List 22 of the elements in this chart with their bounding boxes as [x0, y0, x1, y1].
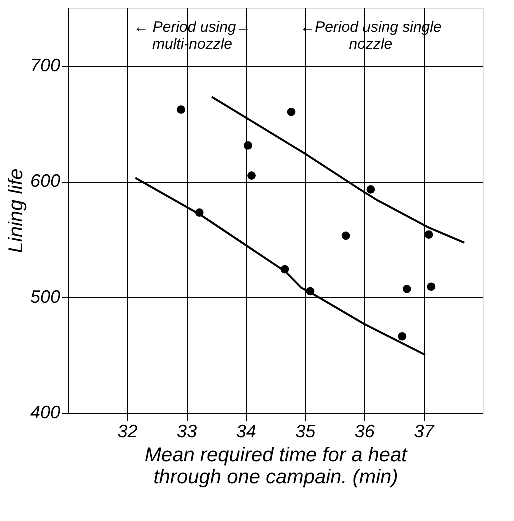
point [177, 106, 186, 114]
y-axis-title: Lining life [5, 168, 28, 254]
x-tick-label: 32 [118, 422, 138, 442]
x-axis-title: Mean required time for a heat through one campain. (min) [144, 444, 409, 488]
y-tick-label: 500 [30, 286, 60, 307]
x-tick-label: 34 [236, 422, 256, 442]
point [287, 108, 296, 116]
point [424, 230, 434, 239]
y-tick-label: 600 [30, 171, 60, 192]
point [248, 172, 256, 180]
x-tick-label: 35 [296, 422, 317, 442]
y-tick-label: 700 [30, 55, 60, 76]
x-tick-label: 36 [354, 422, 376, 442]
x-tick-label: 33 [177, 422, 198, 442]
y-tick-label: 400 [30, 402, 60, 422]
x-tick-label: 37 [414, 422, 436, 442]
point [398, 332, 407, 341]
point [402, 285, 412, 294]
point [244, 142, 252, 150]
point [342, 232, 350, 240]
point [427, 282, 436, 292]
point [366, 185, 376, 194]
